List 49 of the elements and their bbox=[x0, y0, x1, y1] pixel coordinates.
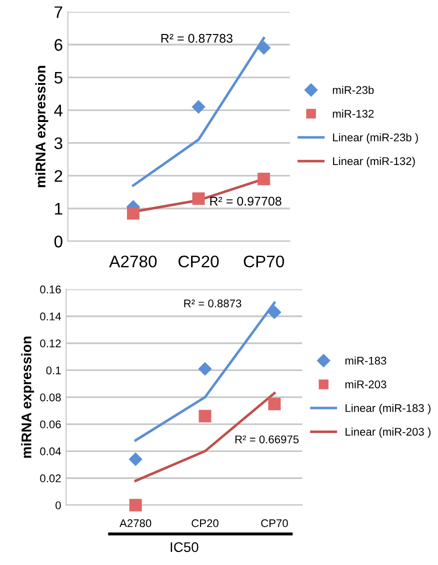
point bbox=[192, 192, 205, 205]
point bbox=[192, 100, 206, 114]
y-axis-title: miRNA expression bbox=[35, 66, 48, 188]
x-tick-label: CP70 bbox=[244, 256, 284, 268]
y-tick-label: 2 bbox=[54, 170, 62, 182]
point bbox=[198, 362, 212, 376]
legend-label: Linear (miR-203 ) bbox=[346, 428, 430, 438]
x-tick-label: A2780 bbox=[120, 519, 152, 528]
y-tick-label: 0.16 bbox=[40, 286, 61, 294]
x-tick-label: CP70 bbox=[261, 519, 288, 528]
y-tick-label: 7 bbox=[54, 6, 62, 18]
legend-label: miR-23b bbox=[332, 86, 374, 94]
y-tick-label: 0.14 bbox=[40, 312, 61, 320]
y-tick-label: 0.06 bbox=[40, 420, 61, 428]
point bbox=[198, 410, 212, 422]
point bbox=[257, 41, 270, 54]
x-axis-title: IC50 bbox=[170, 542, 198, 552]
y-tick-label: 0 bbox=[54, 236, 62, 248]
x-tick-label: A2780 bbox=[109, 256, 157, 268]
y-tick-label: 6 bbox=[54, 39, 62, 51]
y-tick-label: 5 bbox=[54, 72, 62, 84]
x-tick-label: CP20 bbox=[192, 519, 218, 528]
annotation: R² = 0.66975 bbox=[235, 435, 299, 444]
annotation: R² = 0.97708 bbox=[210, 196, 282, 206]
point bbox=[128, 452, 142, 466]
y-tick-label: 0.1 bbox=[46, 366, 61, 374]
y-tick-label: 3 bbox=[54, 137, 62, 150]
legend-label: miR-132 bbox=[332, 110, 374, 118]
annotation: R² = 0.87783 bbox=[161, 34, 232, 43]
point bbox=[268, 306, 282, 319]
legend-label: miR-203 bbox=[345, 380, 386, 388]
y-tick-label: 0.12 bbox=[40, 340, 61, 348]
legend-label: Linear (miR-183 ) bbox=[346, 404, 430, 414]
y-axis-title: miRNA expression bbox=[21, 336, 34, 458]
point bbox=[126, 207, 140, 220]
y-tick-label: 0.04 bbox=[40, 447, 61, 456]
point bbox=[258, 172, 270, 186]
legend-label: Linear (miR-23b ) bbox=[333, 133, 418, 144]
y-tick-label: 0.08 bbox=[40, 393, 61, 402]
legend-label: miR-183 bbox=[345, 356, 386, 365]
x-tick-label: CP20 bbox=[178, 256, 219, 268]
y-tick-label: 4 bbox=[54, 104, 63, 116]
legend-label: Linear (miR-132) bbox=[333, 156, 415, 168]
y-tick-label: 0.02 bbox=[40, 474, 61, 482]
y-tick-label: 0 bbox=[56, 501, 61, 510]
point bbox=[129, 498, 142, 512]
y-tick-label: 1 bbox=[55, 203, 62, 215]
annotation: R² = 0.8873 bbox=[184, 300, 242, 308]
point bbox=[268, 398, 281, 410]
